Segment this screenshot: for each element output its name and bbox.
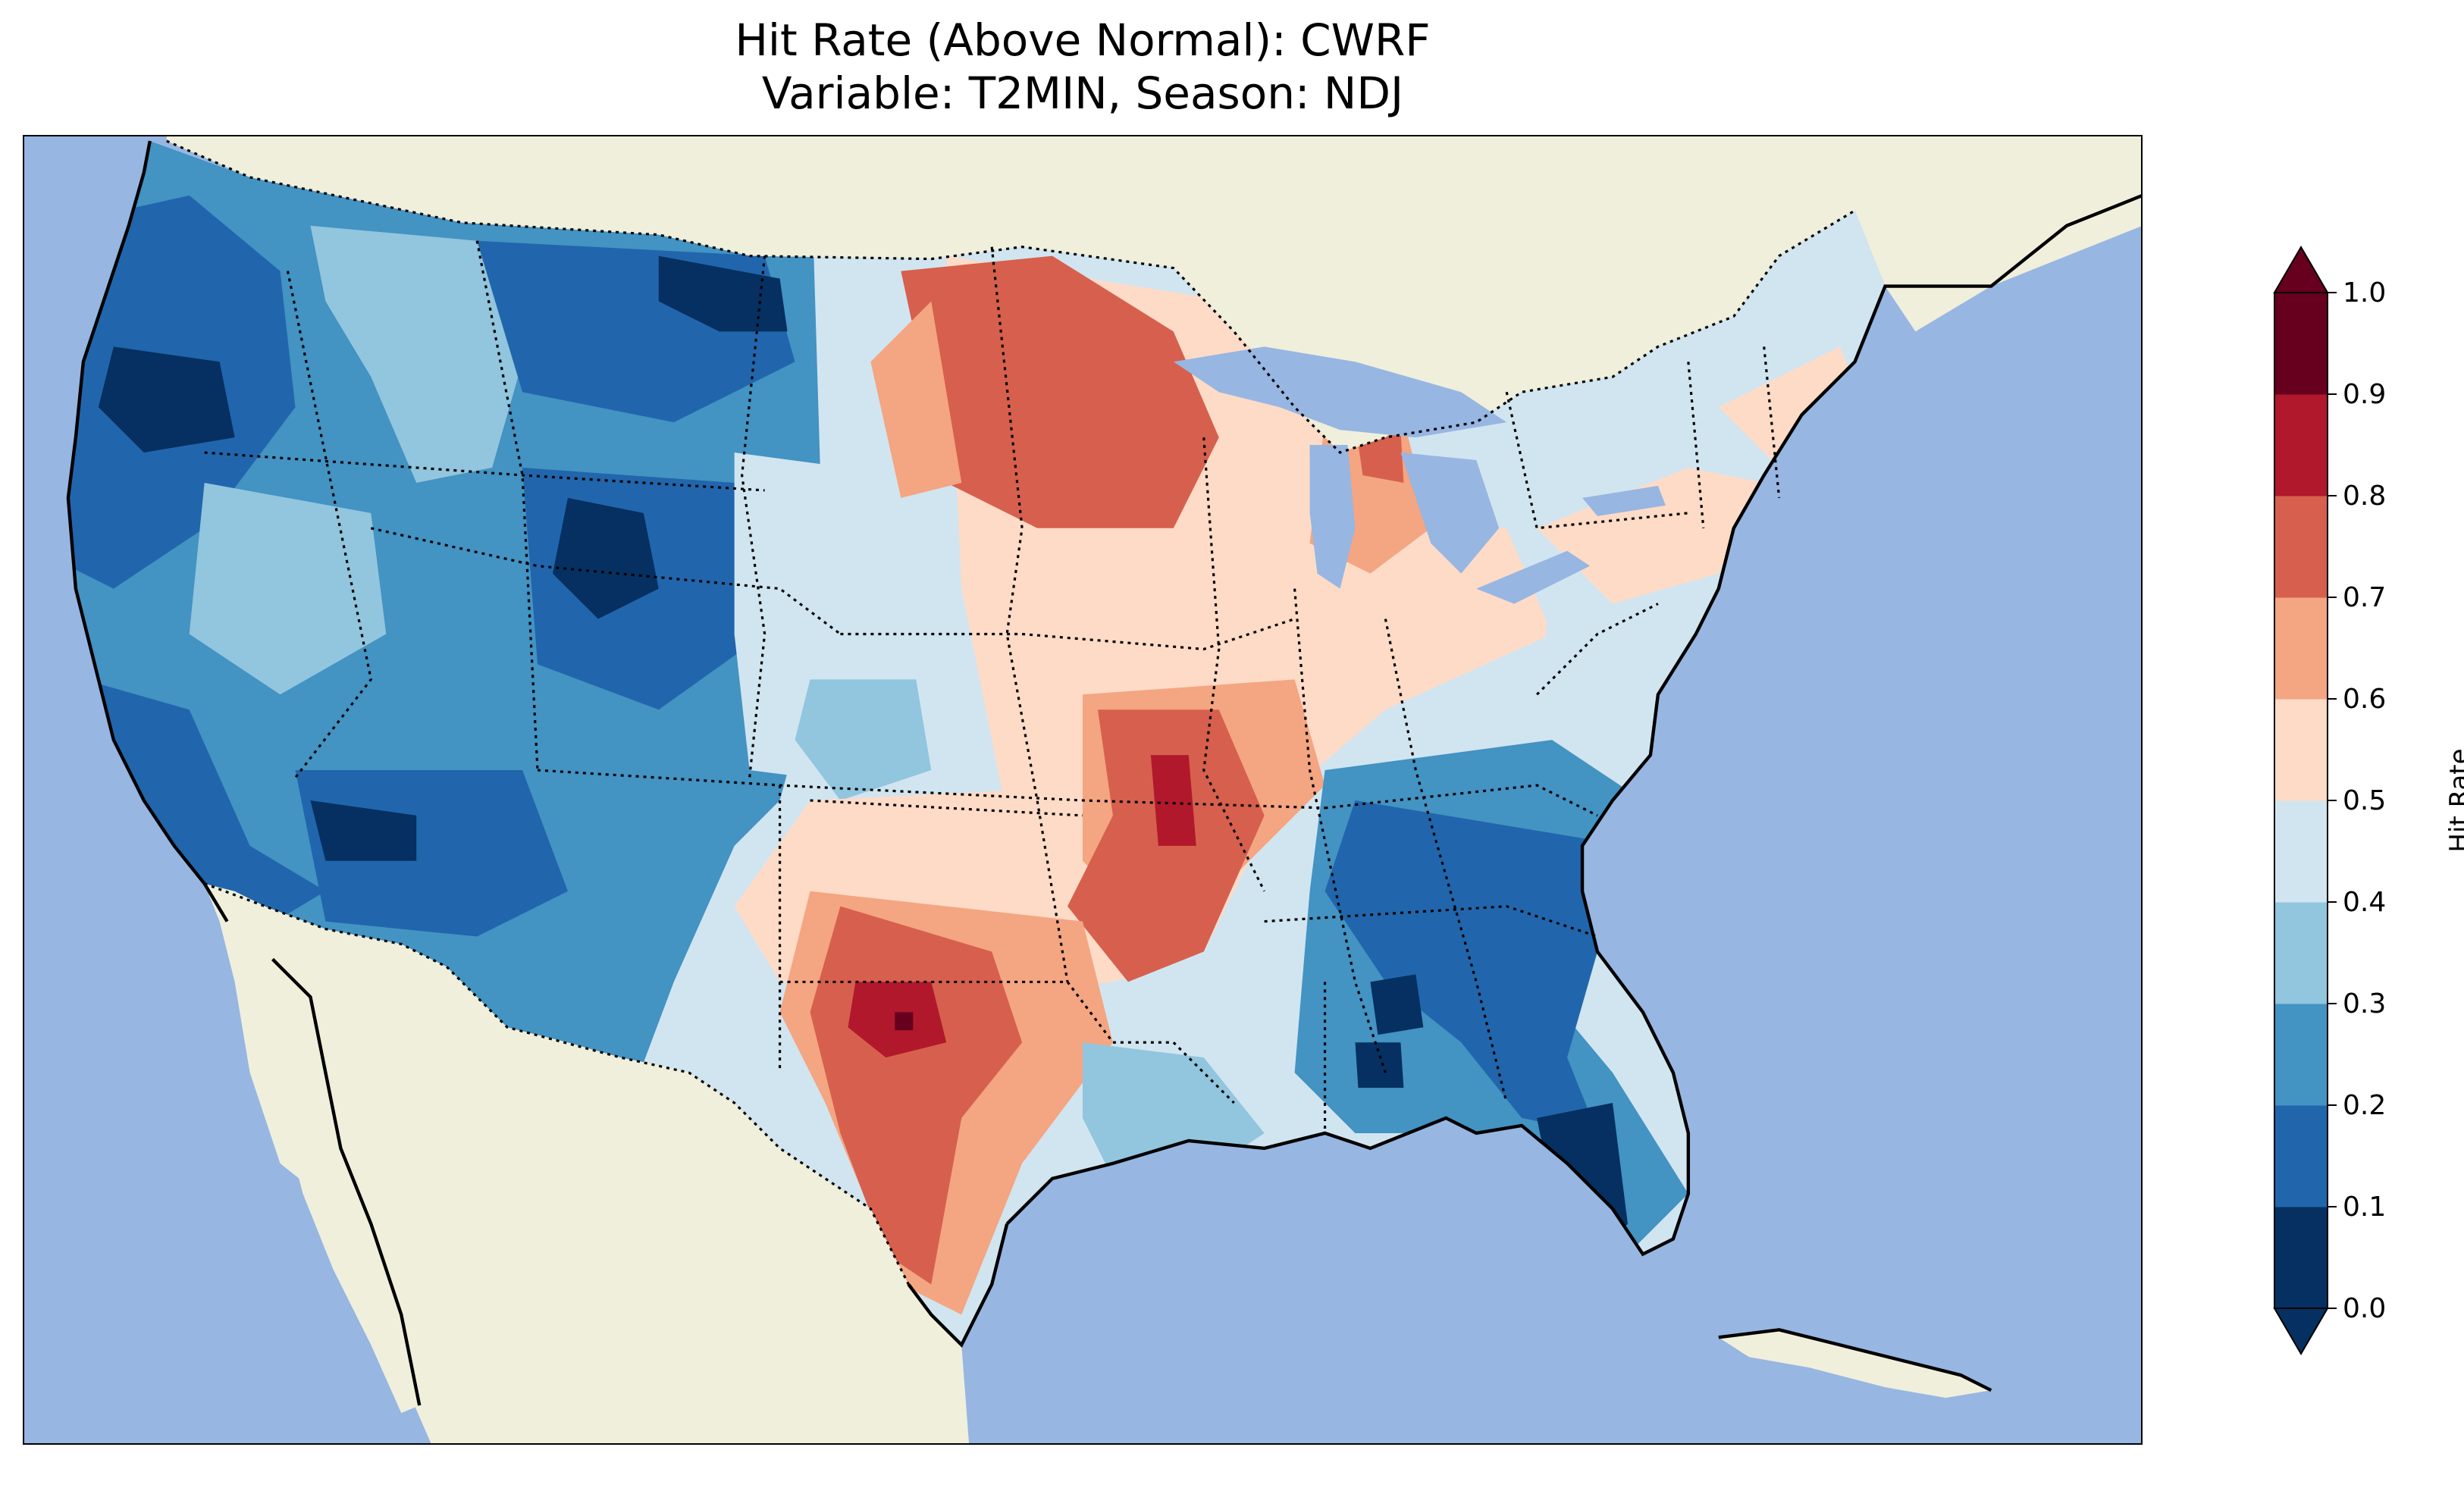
lake-huron [1400,453,1500,574]
colorbar-extend-bottom [2273,1308,2329,1355]
hit-rate-field [67,140,1886,1315]
colorbar-tick-label: 0.0 [2343,1293,2386,1324]
colorbar-ticks: 0.0 0.1 0.2 0.3 0.4 0.5 0.6 0.7 0.8 0.9 1.0 [2328,277,2386,1324]
great-lakes [1173,346,1666,604]
colorbar-tick-label: 0.4 [2343,887,2386,918]
wyoming-core-0.0 [553,497,659,619]
california-field-0.1 [83,679,326,937]
texas-dot-0.9 [895,1012,914,1031]
colorbar-bin-3 [2274,902,2328,1004]
colorbar-tick-label: 0.3 [2343,988,2386,1019]
cuba-island [1718,1330,1992,1398]
colorbar-bin-8 [2274,394,2328,496]
colorbar-bin-6 [2274,597,2328,700]
colorbar-bin-4 [2274,800,2328,903]
plains-field-0.4 [734,453,1008,786]
colorbar-bin-9 [2274,293,2328,395]
colorbar-tick-label: 0.9 [2343,379,2386,410]
map-panel [23,135,2143,1445]
colorbar-tick-label: 0.1 [2343,1192,2386,1223]
colorbar-bin-1 [2274,1105,2328,1207]
colorbar-bin-0 [2274,1207,2328,1309]
international-border [166,139,1856,1286]
lake-superior [1173,346,1507,438]
colorbar-bin-5 [2274,699,2328,801]
minnesota-ring-0.6 [870,301,962,498]
lake-ontario [1582,485,1666,516]
canada-land [166,135,2143,453]
colorbar-label: Hit Rate [2444,748,2464,852]
coastlines [66,140,2143,1406]
baja-peninsula [265,959,420,1414]
colorbar-tick-label: 0.7 [2343,582,2386,613]
colorbar: 0.0 0.1 0.2 0.3 0.4 0.5 0.6 0.7 0.8 0.9 1.0 Hit Ra… [2273,246,2464,1355]
title-line-2: Variable: T2MIN, Season: NDJ [761,67,1404,119]
idaho-field-0.3 [310,225,523,483]
alabama-core-0.0 [1355,1042,1404,1088]
colorbar-tick-label: 0.8 [2343,481,2386,512]
oregon-core-0.0 [98,346,235,453]
colorbar-tick-label: 1.0 [2343,277,2386,309]
colorbar-extend-top [2273,246,2329,293]
state-boundaries [204,240,1781,1133]
colorbar-tick-label: 0.5 [2343,785,2386,816]
pennsylvania-field-0.5 [1537,467,1764,604]
lake-michigan [1309,445,1356,589]
colorbar-tick-label: 0.2 [2343,1090,2386,1121]
lake-erie [1476,550,1591,604]
title-line-1: Hit Rate (Above Normal): CWRF [735,14,1431,66]
georgia-core-0.0 [1370,974,1424,1035]
colorbar-bin-7 [2274,496,2328,598]
minnesota-field-0.7 [901,255,1219,528]
arkansas-field-0.7 [1067,709,1265,982]
montana-core-0.0 [658,255,788,332]
map-title: Hit Rate (Above Normal): CWRF Variable: … [23,14,2143,120]
arizona-core-0.0 [310,800,417,861]
southeast-field-0.1 [1324,800,1658,1133]
nevada-field-0.3 [189,482,387,695]
colorbar-bins [2274,293,2328,1309]
colorbar-bin-2 [2274,1004,2328,1106]
colorado-field-0.3 [795,679,932,800]
colorbar-tick-label: 0.6 [2343,684,2386,715]
arkansas-core-0.8 [1150,755,1196,846]
